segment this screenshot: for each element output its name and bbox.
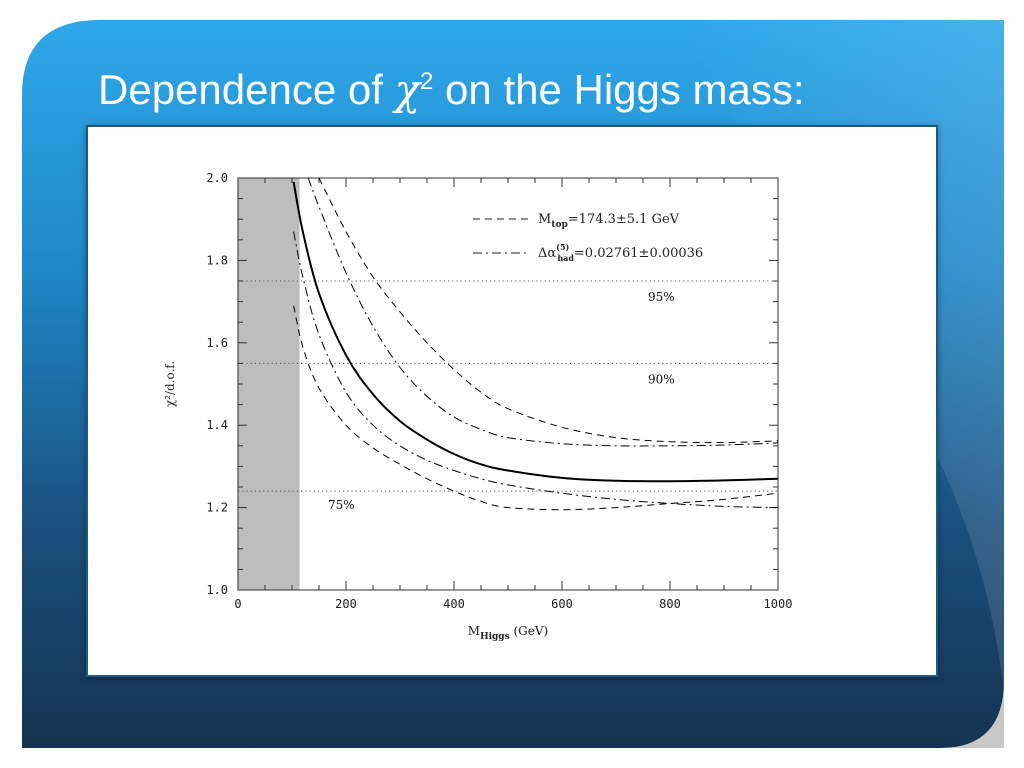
cl-label-95: 95% [648, 290, 675, 304]
x-tick-label: 600 [551, 597, 573, 611]
chi-superscript: 2 [420, 68, 434, 95]
x-tick-label: 400 [443, 597, 465, 611]
slide-title-rest: on the Higgs mass: [433, 66, 805, 113]
x-tick-label: 0 [234, 597, 241, 611]
x-tick-label: 200 [335, 597, 357, 611]
y-tick-label: 1.0 [206, 583, 228, 597]
curve-dashdot-4 [293, 231, 779, 509]
y-tick-label: 1.6 [206, 336, 228, 350]
slide-title-text: Dependence of [98, 66, 395, 113]
y-axis-label: χ²/d.o.f. [163, 361, 177, 407]
plot-frame [237, 177, 779, 591]
curve-dashed-1 [318, 177, 779, 444]
excluded-region [238, 178, 300, 590]
y-tick-label: 1.8 [206, 253, 228, 267]
legend-label-mtop: Mtop=174.3±5.1 GeV [538, 212, 680, 230]
cl-label-90: 90% [648, 372, 675, 386]
x-axis-label: MHiggs (GeV) [468, 624, 548, 642]
legend-label-alpha-had: Δα(5) had=0.02761±0.00036 [538, 242, 703, 263]
x-tick-label: 800 [659, 597, 681, 611]
figure-panel: 95% 90% 75% 0 200 400 600 800 1000 1.0 1.2 1.4 1.6 1.… [86, 125, 938, 677]
x-tick-label: 1000 [764, 597, 793, 611]
curve-solid-0 [292, 181, 779, 483]
chi2-vs-higgs-mass-chart: 95% 90% 75% 0 200 400 600 800 1000 1.0 1.2 1.4 1.6 1.… [163, 171, 793, 642]
cl-label-75: 75% [328, 498, 355, 512]
chi-symbol: χ [394, 65, 421, 114]
curve-dashed-2 [293, 305, 779, 511]
y-tick-label: 1.4 [206, 418, 228, 432]
slide-title: Dependence of χ2 on the Higgs mass: [98, 56, 805, 116]
y-tick-label: 1.2 [206, 501, 228, 515]
y-tick-label: 2.0 [206, 171, 228, 185]
curve-dashdot-3 [307, 177, 779, 447]
